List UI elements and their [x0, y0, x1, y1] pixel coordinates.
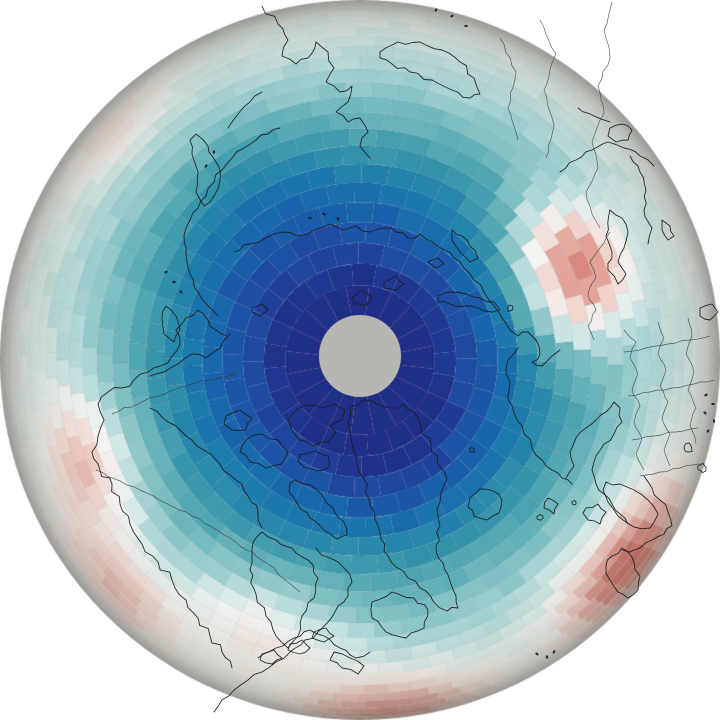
pole-data-gap-disk	[318, 314, 402, 398]
small-island-dot	[308, 216, 312, 220]
small-island-dot	[212, 150, 216, 154]
coastline-great-lake-huron	[287, 639, 311, 655]
coastline-sea-of-japan-coast	[379, 41, 481, 99]
small-island-dot	[336, 217, 340, 221]
coastline-kara-white-sea-coast	[453, 257, 561, 367]
small-island-dot	[535, 652, 539, 656]
border-europe-border-cross-2	[627, 379, 715, 397]
island-crete	[696, 462, 707, 474]
border-europe-border-vertical-1	[623, 329, 645, 471]
coastline-central-asia-coastline-b	[629, 155, 653, 245]
coastline-yellow-sea-coast	[261, 5, 371, 159]
coastline-france-atlantic-coast	[621, 475, 673, 553]
coastline-devon-island	[297, 450, 331, 472]
border-europe-border-cross-1	[623, 335, 711, 353]
border-ural-line	[585, 1, 613, 229]
coastline-taymyr-laptev-coast	[355, 225, 455, 259]
coastline-central-asia-coastline-a	[559, 141, 655, 173]
coastline-central-asia-coastline-c	[577, 107, 611, 123]
small-island-dot	[179, 290, 183, 294]
small-island-dot	[704, 393, 708, 397]
coastline-denmark	[543, 497, 559, 515]
coastline-alaska-west-coast	[149, 333, 231, 377]
island-shetland	[571, 499, 577, 506]
coastline-newfoundland	[370, 591, 429, 639]
small-island-dot	[545, 655, 549, 659]
border-asia-border-1	[539, 19, 557, 159]
small-island-dot	[164, 270, 168, 274]
coastline-baffin-island	[288, 479, 348, 540]
coastline-greenland	[347, 399, 459, 612]
coastline-hudson-bay	[249, 531, 319, 649]
coastline-balkhash-lake	[661, 219, 675, 241]
border-alaska-canada-border	[111, 373, 237, 415]
coastline-ireland	[582, 503, 607, 525]
small-island-dot	[204, 164, 208, 168]
coastline-black-sea-limb	[699, 303, 719, 321]
small-island-dot	[450, 14, 454, 18]
coastline-great-lake-superior	[259, 649, 283, 665]
coastline-novaya-zemlya	[437, 291, 501, 313]
border-russia-west-border	[587, 231, 611, 341]
coastline-franz-josef-land	[427, 257, 445, 269]
coastline-wrangel-island	[251, 303, 269, 317]
small-island-dot	[712, 419, 716, 423]
border-asia-border-2	[499, 37, 519, 141]
coastline-great-britain	[602, 481, 659, 530]
coastline-chukotka-coast	[183, 127, 281, 317]
coastline-banks-island	[223, 409, 253, 432]
border-us-canada-border	[95, 469, 301, 593]
coastlines-layer	[91, 5, 719, 713]
coastline-iceland	[467, 488, 503, 521]
coastline-st-lawrence	[257, 629, 371, 659]
coastline-baltic-bothnia	[565, 401, 629, 525]
coastline-north-america-pacific-coast	[91, 309, 233, 669]
small-island-dot	[322, 212, 326, 216]
coastline-iberia	[605, 547, 641, 599]
small-island-dot	[552, 650, 556, 654]
coastline-svalbard-east	[383, 275, 405, 291]
island-vaygach	[507, 304, 514, 312]
coastline-ellesmere-island	[287, 403, 346, 447]
small-island-dot	[706, 429, 710, 433]
island-cyprus	[683, 442, 693, 453]
coastline-norway-coast	[505, 347, 573, 485]
island-jan-mayen	[469, 447, 476, 453]
coastline-kamchatka	[189, 133, 221, 207]
island-faroe	[536, 514, 544, 521]
coastline-svalbard-west	[351, 289, 373, 307]
border-europe-border-vertical-2	[657, 321, 671, 467]
coastline-japan-arc	[227, 91, 263, 129]
country-borders-layer	[95, 1, 715, 593]
border-europe-border-cross-4	[639, 463, 701, 477]
coastline-severnaya-zemlya	[451, 229, 479, 263]
small-island-dot	[464, 24, 468, 28]
coastline-caspian-sea	[605, 209, 629, 285]
small-island-dot	[703, 411, 707, 415]
coastline-labrador-east-coast	[213, 547, 353, 713]
small-island-dot	[172, 280, 176, 284]
coastline-aral-sea	[607, 123, 633, 143]
border-europe-border-vertical-3	[685, 317, 697, 445]
coastline-great-lake-ontario	[311, 627, 335, 643]
islands-layer	[164, 8, 716, 659]
small-island-dot	[434, 8, 438, 12]
coastline-victoria-island	[239, 433, 289, 469]
coastline-nova-scotia	[329, 651, 365, 675]
coastline-east-siberia-coast	[233, 223, 357, 253]
coastline-canada-arctic-coast	[149, 407, 263, 529]
border-europe-border-cross-3	[631, 427, 699, 441]
small-island-dot	[711, 402, 715, 406]
coastline-sakhalin	[161, 305, 181, 343]
